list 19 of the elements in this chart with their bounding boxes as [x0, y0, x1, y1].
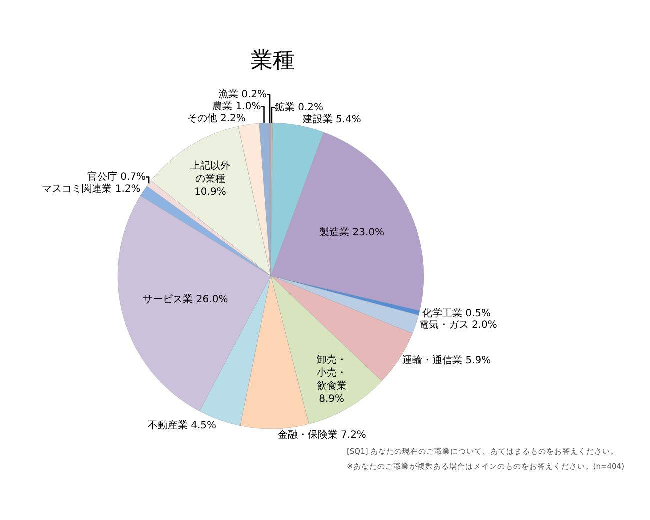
- slice-label: サービス業 26.0%: [143, 293, 228, 306]
- chart-title: 業種: [251, 48, 295, 74]
- slice-label: 官公庁 0.7%: [87, 171, 146, 184]
- slice-label: 建設業 5.4%: [302, 114, 362, 126]
- data-label: 8.9%: [319, 394, 344, 405]
- data-label: 10.9%: [194, 186, 226, 198]
- slice-label: 卸売・小売・飲食業: [316, 354, 347, 392]
- slice-label: 化学工業 0.5%: [422, 308, 492, 320]
- slice-label: マスコミ関連業 1.2%: [42, 183, 141, 196]
- slice-label: 製造業 23.0%: [320, 226, 384, 238]
- slice-label: 鉱業 0.2%: [274, 102, 324, 114]
- slice-label: 上記以外の業種: [190, 160, 230, 185]
- slice-label: 金融・保険業 7.2%: [278, 428, 366, 441]
- slice-label: 漁業 0.2%: [218, 88, 268, 101]
- slice-label: 不動産業 4.5%: [148, 419, 217, 432]
- slice-label: その他 2.2%: [187, 112, 246, 125]
- slice-label: 電気・ガス 2.0%: [418, 320, 498, 331]
- slice-label: 農業 1.0%: [212, 100, 262, 113]
- slice-label: 運輸・通信業 5.9%: [402, 354, 492, 367]
